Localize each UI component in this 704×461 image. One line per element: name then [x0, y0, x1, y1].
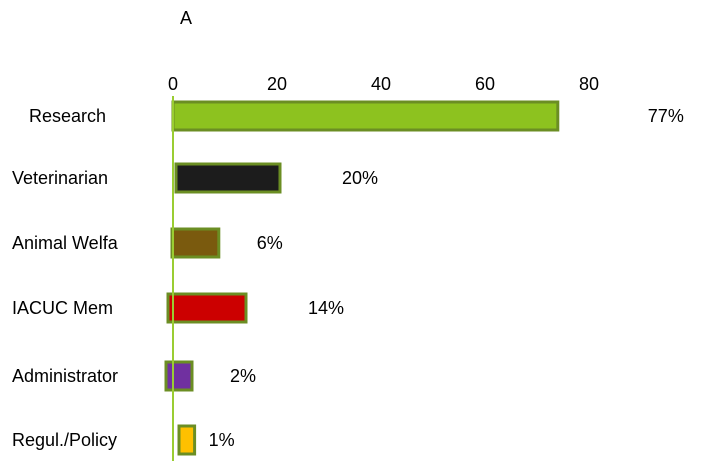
bar — [177, 424, 197, 456]
x-tick-label: 20 — [267, 74, 287, 94]
category-label: Veterinarian — [12, 168, 108, 188]
chart-title: A — [180, 8, 192, 28]
percent-label: 14% — [308, 298, 344, 318]
category-label: IACUC Mem — [12, 298, 113, 318]
percent-labels: 77% 20% 6% 14% 2% 1% — [209, 106, 684, 450]
bar — [170, 227, 221, 259]
bar — [171, 100, 560, 132]
x-tick-label: 80 — [579, 74, 599, 94]
category-labels: Research Veterinarian Animal Welfa IACUC Me… — [12, 106, 119, 450]
percent-label: 2% — [230, 366, 256, 386]
category-label: Regul./Policy — [12, 430, 117, 450]
x-tick-label: 40 — [371, 74, 391, 94]
bar — [164, 360, 194, 392]
bar — [166, 292, 248, 324]
category-label: Research — [29, 106, 106, 126]
bars-group — [164, 100, 560, 456]
x-tick-label: 60 — [475, 74, 495, 94]
percent-label: 77% — [648, 106, 684, 126]
percent-label: 20% — [342, 168, 378, 188]
percent-label: 6% — [257, 233, 283, 253]
x-axis-ticks: 0 20 40 60 80 — [168, 74, 599, 94]
category-label: Animal Welfa — [12, 233, 119, 253]
percent-label: 1% — [209, 430, 235, 450]
x-tick-label: 0 — [168, 74, 178, 94]
bar — [174, 162, 282, 194]
category-label: Administrator — [12, 366, 118, 386]
